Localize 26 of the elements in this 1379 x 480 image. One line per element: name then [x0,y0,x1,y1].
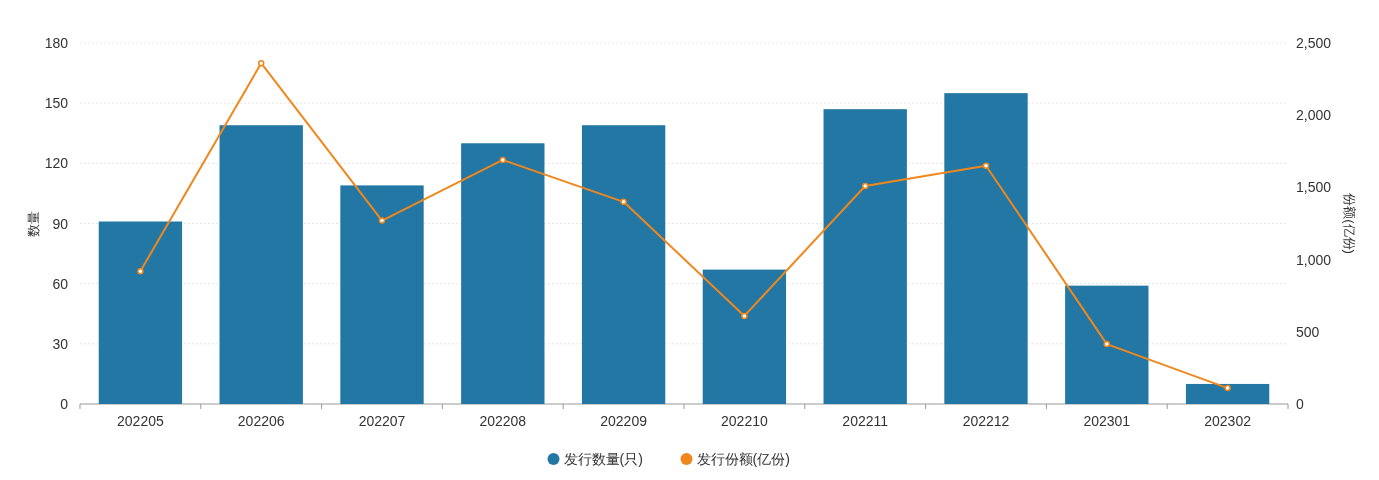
x-tick-label: 202301 [1083,413,1131,429]
x-tick-label: 202206 [237,413,285,429]
y-tick-label: 0 [60,396,69,412]
x-tick-label: 202302 [1204,413,1252,429]
y2-tick-label: 2,000 [1296,107,1332,124]
y-tick-label: 90 [52,215,69,232]
x-tick-label: 202211 [842,413,889,429]
y-tick-label: 150 [44,95,69,112]
x-tick-label: 202208 [479,413,527,429]
legend-label: 发行数量(只) [563,451,643,467]
x-tick-label: 202210 [721,413,768,429]
x-tick-label: 202205 [117,413,164,429]
y2-tick-label: 1,500 [1296,179,1332,196]
y-tick-label: 60 [52,275,69,292]
y-tick-label: 180 [44,35,69,51]
y2-tick-label: 2,500 [1296,35,1332,51]
x-tick-label: 202209 [600,413,648,429]
y-tick-label: 30 [52,335,69,352]
y2-tick-label: 0 [1296,396,1304,412]
y2-axis-title: 份额(亿份) [1342,193,1357,254]
y2-tick-label: 1,000 [1296,251,1332,268]
x-tick-label: 202207 [358,413,406,429]
y2-tick-label: 500 [1296,323,1320,340]
y-tick-label: 120 [44,155,69,172]
y-axis-title: 数量 [26,210,41,237]
x-tick-label: 202212 [962,413,1010,429]
